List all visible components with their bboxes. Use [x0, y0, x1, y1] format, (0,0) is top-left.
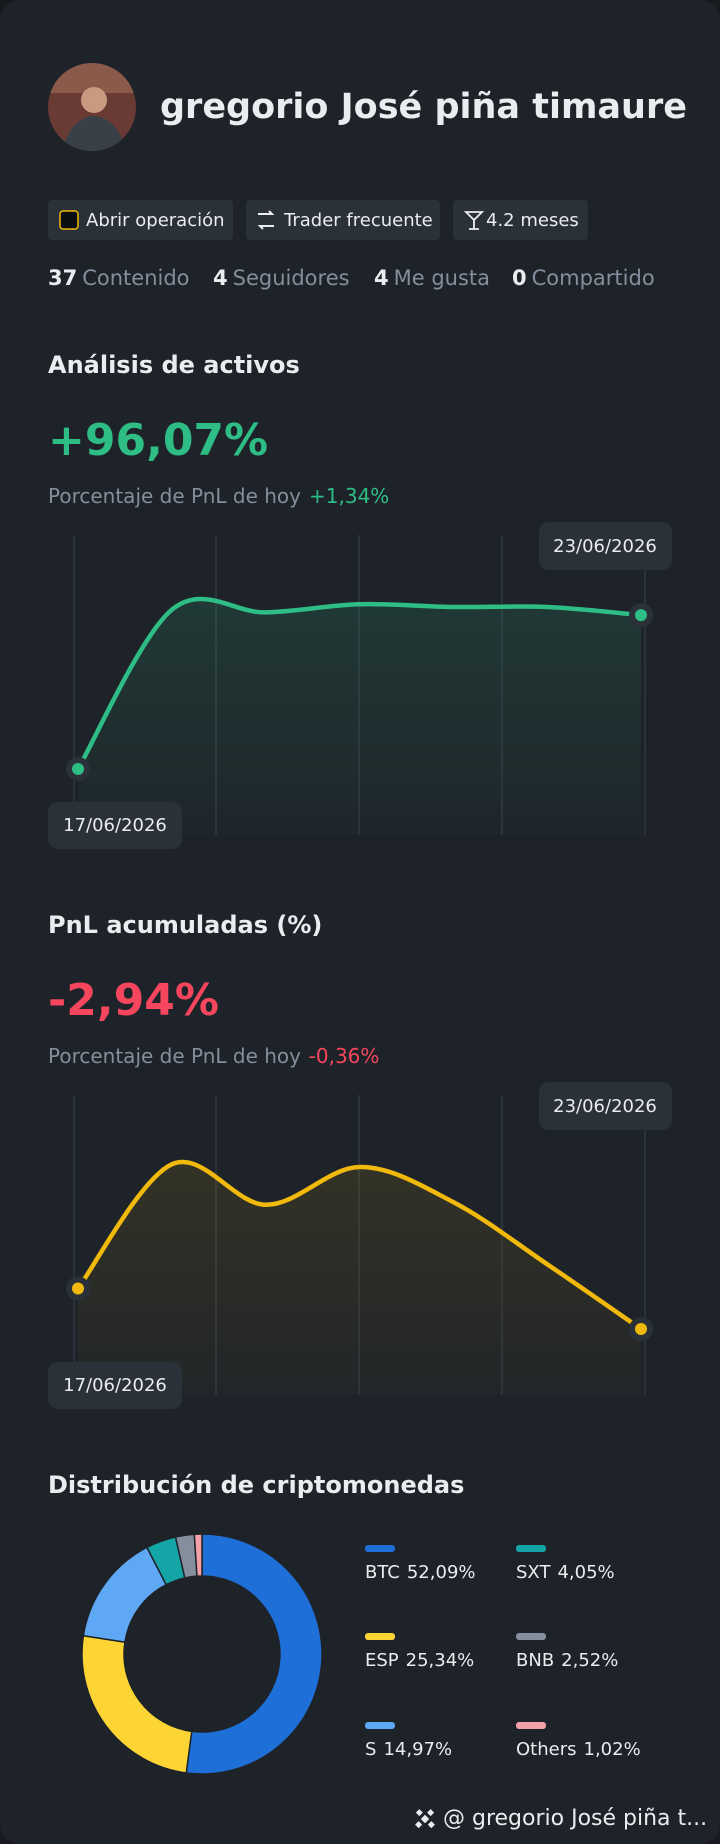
stats: 37 Contenido 4 Seguidores 4 Me gusta 0 Comparti… — [48, 266, 655, 290]
subtitle: Porcentaje de PnL de hoy +1,34% — [48, 484, 389, 508]
badge-label: 4.2 meses — [486, 210, 579, 231]
badge-icon — [257, 210, 275, 230]
tooltip — [48, 1362, 182, 1409]
stat-value: 4 — [374, 266, 389, 290]
subtitle: Porcentaje de PnL de hoy -0,36% — [48, 1044, 379, 1068]
legend-value: 4,05% — [557, 1562, 614, 1583]
area — [78, 598, 641, 835]
legend-swatch — [365, 1722, 395, 1729]
legend-entry: ESP 25,34% — [365, 1650, 474, 1671]
badge[interactable] — [453, 200, 588, 240]
legend-name: S — [365, 1739, 376, 1760]
legend-entry: BNB 2,52% — [516, 1650, 618, 1671]
stat-label: Contenido — [82, 266, 189, 290]
subtitle-label: Porcentaje de PnL de hoy — [48, 484, 301, 508]
legend-swatch — [365, 1633, 395, 1640]
legend-entry: Others 1,02% — [516, 1739, 641, 1760]
line — [75, 596, 644, 772]
section-title: Análisis de activos — [48, 351, 300, 379]
stat: 0 Compartido — [512, 266, 655, 290]
donut-slice — [185, 1533, 323, 1775]
tooltip — [539, 1082, 672, 1130]
legend-name: BTC — [365, 1562, 400, 1583]
stat-value: 37 — [48, 266, 77, 290]
tooltip-date: 17/06/2026 — [63, 815, 167, 836]
stat: 4 Seguidores — [213, 266, 350, 290]
tooltip — [48, 802, 182, 849]
legend-value: 1,02% — [584, 1739, 641, 1760]
line — [75, 1159, 644, 1332]
stat-label: Seguidores — [233, 266, 350, 290]
donut-slice — [193, 1533, 203, 1577]
legend-name: SXT — [516, 1562, 551, 1583]
stat: 4 Me gusta — [374, 266, 490, 290]
avatar[interactable] — [48, 63, 136, 151]
badge-icon — [59, 210, 79, 230]
stat: 37 Contenido — [48, 266, 190, 290]
stat-value: 0 — [512, 266, 527, 290]
badge-label: Abrir operación — [86, 210, 225, 231]
footer: @ gregorio José piña t... — [415, 1806, 707, 1831]
legend-entry: SXT 4,05% — [516, 1562, 615, 1583]
legend-value: 25,34% — [406, 1650, 475, 1671]
legend-entry: S 14,97% — [365, 1739, 452, 1760]
end-point — [72, 763, 84, 775]
headline-value: +96,07% — [48, 415, 268, 466]
area — [78, 1161, 641, 1395]
headline-value: -2,94% — [48, 975, 219, 1026]
stat-label: Me gusta — [394, 266, 490, 290]
charts: Análisis de activos +96,07% Porcentaje de … — [48, 351, 672, 1775]
subtitle-label: Porcentaje de PnL de hoy — [48, 1044, 301, 1068]
section-title: Distribución de criptomonedas — [48, 1471, 464, 1499]
change-value: +1,34% — [309, 484, 389, 508]
stat-value: 4 — [213, 266, 228, 290]
footer-handle: @ gregorio José piña t... — [443, 1806, 707, 1831]
user-name: gregorio José piña timaure — [160, 87, 687, 127]
badge-label: Trader frecuente — [283, 210, 433, 231]
legend-swatch — [365, 1545, 395, 1552]
legend-name: ESP — [365, 1650, 399, 1671]
legend-name: BNB — [516, 1650, 554, 1671]
tooltip-date: 23/06/2026 — [553, 536, 657, 557]
legend-swatch — [516, 1722, 546, 1729]
legend-swatch — [516, 1545, 546, 1552]
legend-entry: BTC 52,09% — [365, 1562, 476, 1583]
section-title: PnL acumuladas (%) — [48, 911, 322, 939]
tooltip-date: 17/06/2026 — [63, 1375, 167, 1396]
badge-icon — [463, 211, 485, 230]
end-point — [72, 1282, 84, 1295]
badge[interactable] — [48, 200, 233, 240]
legend-name: Others — [516, 1739, 577, 1760]
end-point — [635, 1323, 647, 1335]
tooltip — [539, 522, 672, 570]
badge[interactable] — [246, 200, 440, 240]
end-point — [635, 609, 647, 622]
tooltip-date: 23/06/2026 — [553, 1096, 657, 1117]
stat-label: Compartido — [532, 266, 655, 290]
legend-swatch — [516, 1633, 546, 1640]
legend-value: 52,09% — [407, 1562, 476, 1583]
legend-value: 2,52% — [561, 1650, 618, 1671]
badges: Abrir operación Trader frecuente 4.2 mes… — [48, 200, 588, 240]
legend-value: 14,97% — [383, 1739, 452, 1760]
change-value: -0,36% — [309, 1044, 380, 1068]
